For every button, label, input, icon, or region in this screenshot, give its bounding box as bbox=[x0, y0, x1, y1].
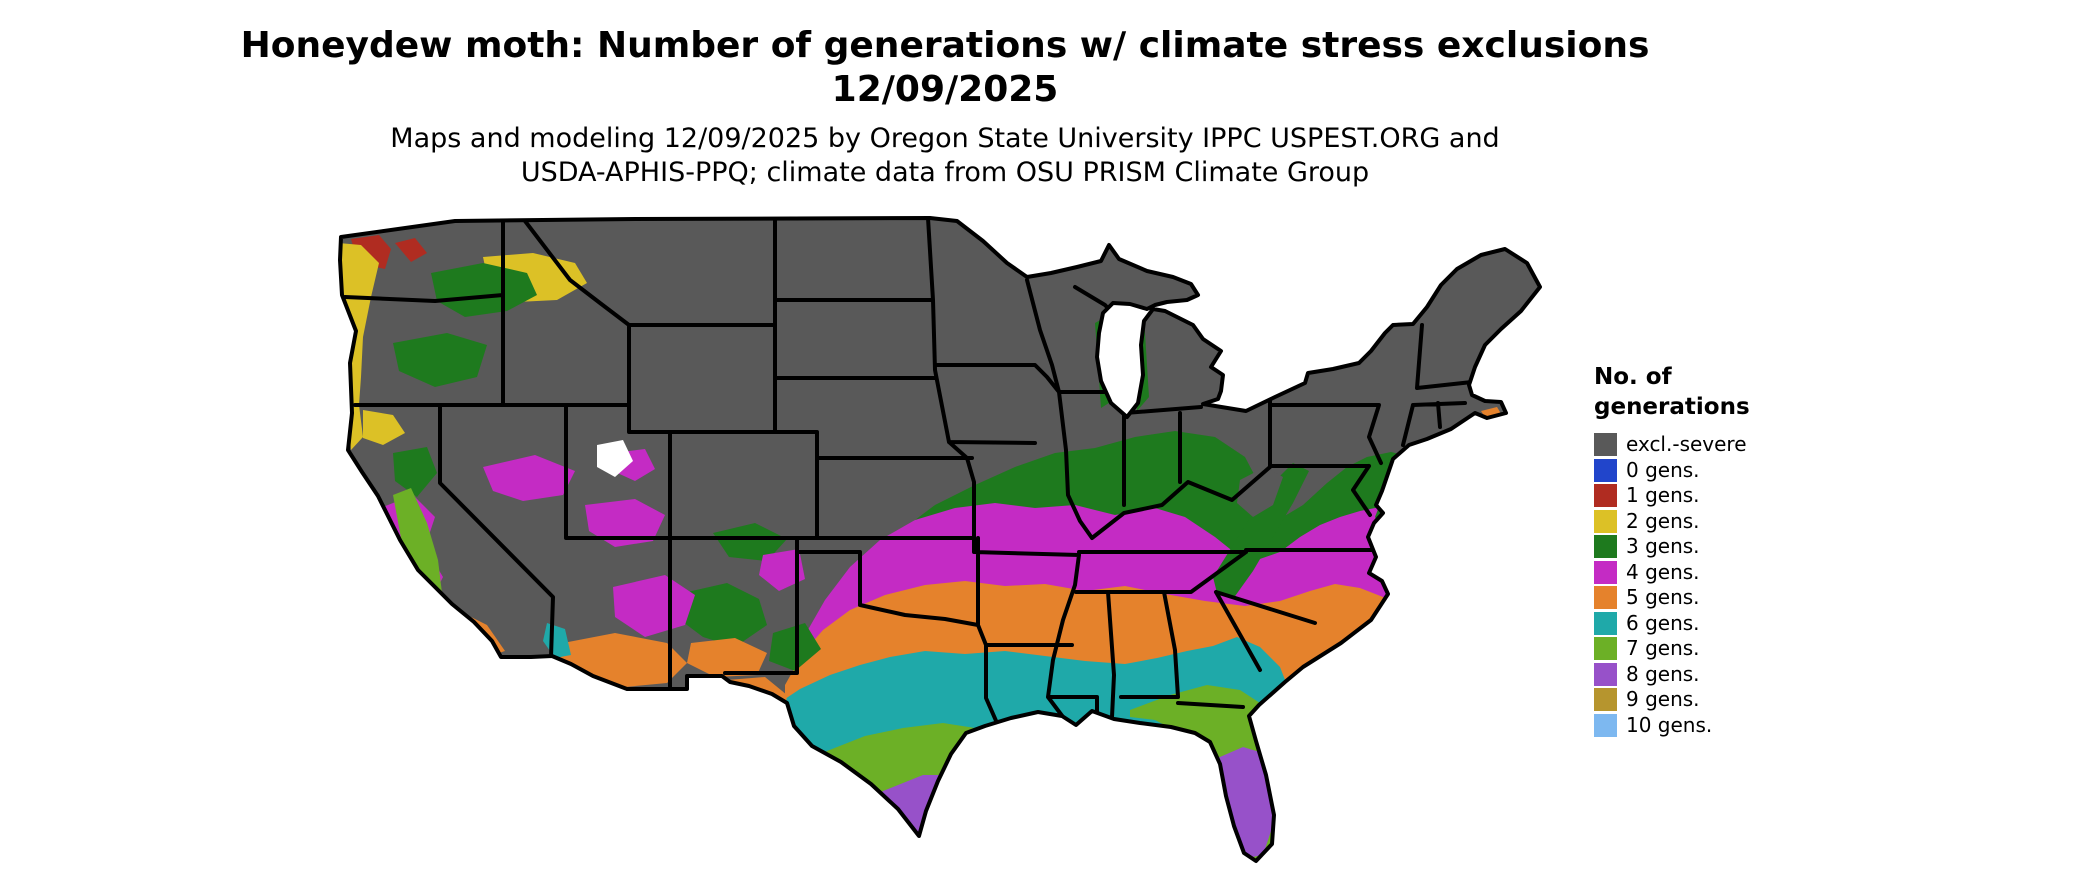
region-3gens-southern-colorado bbox=[713, 523, 787, 561]
legend-label-1-gens: 1 gens. bbox=[1626, 483, 1700, 507]
legend-swatch-9-gens bbox=[1594, 688, 1617, 711]
legend-item-2-gens: 2 gens. bbox=[1594, 508, 1894, 533]
legend-swatch-10-gens bbox=[1594, 713, 1617, 737]
legend-label-5-gens: 5 gens. bbox=[1626, 585, 1700, 609]
legend-item-10-gens: 10 gens. bbox=[1594, 712, 1894, 737]
region-8gens-south-florida bbox=[1213, 747, 1273, 858]
region-7gens-central-valley bbox=[393, 488, 442, 603]
legend-item-excl-severe: excl.-severe bbox=[1594, 433, 1894, 456]
state-borders bbox=[343, 218, 1474, 725]
legend-swatch-2-gens bbox=[1594, 509, 1617, 533]
legend-label-2-gens: 2 gens. bbox=[1626, 508, 1700, 533]
legend-items: excl.-severe 0 gens. 1 gens. 2 gens. 3 g… bbox=[1594, 433, 1894, 737]
region-3gens-central-oregon bbox=[393, 333, 487, 387]
legend-title-line1: No. of bbox=[1594, 364, 1672, 390]
region-4gens-new-mexico bbox=[759, 549, 805, 591]
legend-item-9-gens: 9 gens. bbox=[1594, 688, 1894, 711]
region-4gens-nevada-utah bbox=[585, 499, 665, 547]
us-map-container bbox=[335, 205, 1555, 885]
legend-label-9-gens: 9 gens. bbox=[1626, 687, 1700, 711]
page-title: Honeydew moth: Number of generations w/ … bbox=[0, 24, 1890, 112]
legend-label-0-gens: 0 gens. bbox=[1626, 457, 1700, 482]
region-5gens-southern-new-mexico bbox=[687, 638, 767, 677]
legend-swatch-excl-severe bbox=[1594, 433, 1617, 456]
legend-title: No. of generations bbox=[1594, 362, 1894, 422]
legend-label-8-gens: 8 gens. bbox=[1626, 661, 1700, 686]
region-3gens-new-mexico-arizona bbox=[679, 583, 767, 647]
region-4gens-central-arizona bbox=[613, 575, 695, 637]
great-salt-lake bbox=[597, 440, 633, 477]
legend-item-3-gens: 3 gens. bbox=[1594, 535, 1894, 558]
region-1gen-north-cascades bbox=[395, 238, 427, 262]
legend-item-5-gens: 5 gens. bbox=[1594, 586, 1894, 609]
legend-swatch-8-gens bbox=[1594, 662, 1617, 686]
legend-item-6-gens: 6 gens. bbox=[1594, 610, 1894, 635]
page-subtitle-line2: USDA-APHIS-PPQ; climate data from OSU PR… bbox=[520, 157, 1370, 188]
region-3gens-northern-california bbox=[393, 447, 437, 497]
legend-swatch-0-gens bbox=[1594, 458, 1617, 482]
region-4gens-nevada-north bbox=[483, 455, 575, 501]
page-subtitle-line1: Maps and modeling 12/09/2025 by Oregon S… bbox=[390, 123, 1500, 154]
legend-label-10-gens: 10 gens. bbox=[1626, 712, 1713, 737]
map-legend: No. of generations excl.-severe 0 gens. … bbox=[1594, 362, 1894, 739]
legend-swatch-6-gens bbox=[1594, 611, 1617, 635]
legend-swatch-1-gens bbox=[1594, 484, 1617, 507]
region-3gens-appalachians bbox=[1213, 463, 1309, 599]
legend-label-6-gens: 6 gens. bbox=[1626, 610, 1700, 635]
region-excl-west-virginia bbox=[1237, 467, 1283, 517]
region-2gens-southern-oregon bbox=[363, 410, 405, 445]
legend-label-7-gens: 7 gens. bbox=[1626, 636, 1700, 660]
legend-title-line2: generations bbox=[1594, 394, 1750, 420]
page-title-line1: Honeydew moth: Number of generations w/ … bbox=[240, 25, 1650, 66]
legend-swatch-7-gens bbox=[1594, 637, 1617, 660]
legend-swatch-5-gens bbox=[1594, 586, 1617, 609]
legend-item-7-gens: 7 gens. bbox=[1594, 637, 1894, 660]
region-1gen-nw-washington bbox=[351, 235, 391, 269]
legend-label-3-gens: 3 gens. bbox=[1626, 534, 1700, 558]
legend-item-8-gens: 8 gens. bbox=[1594, 661, 1894, 686]
page-title-date: 12/09/2025 bbox=[831, 69, 1059, 110]
legend-item-0-gens: 0 gens. bbox=[1594, 457, 1894, 482]
legend-item-1-gens: 1 gens. bbox=[1594, 484, 1894, 507]
page-subtitle: Maps and modeling 12/09/2025 by Oregon S… bbox=[0, 122, 1890, 190]
us-map bbox=[338, 216, 1542, 863]
region-3gens-eastern-washington bbox=[431, 263, 537, 317]
us-outline bbox=[338, 216, 1542, 863]
legend-item-4-gens: 4 gens. bbox=[1594, 559, 1894, 584]
legend-label-excl-severe: excl.-severe bbox=[1626, 432, 1747, 456]
legend-swatch-4-gens bbox=[1594, 560, 1617, 584]
legend-label-4-gens: 4 gens. bbox=[1626, 559, 1700, 584]
legend-swatch-3-gens bbox=[1594, 535, 1617, 558]
